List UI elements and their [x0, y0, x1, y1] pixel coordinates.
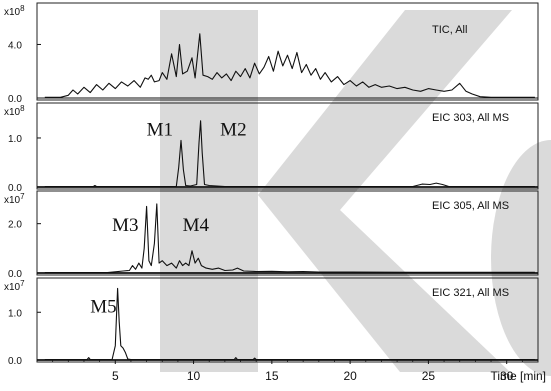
x-axis-label: Time [min] [490, 369, 546, 383]
y-tick-label: 1.0 [8, 134, 22, 145]
y-tick-label: 0.0 [8, 269, 22, 280]
y-tick-label: 4.0 [8, 40, 22, 51]
peak-annotation: M4 [183, 215, 210, 236]
peak-annotation: M2 [220, 120, 246, 141]
y-tick-label: 1.0 [8, 308, 22, 319]
y-tick-label: 0.0 [8, 183, 22, 194]
x-tick-label: 15 [265, 369, 279, 383]
scale-exponent: 7 [20, 279, 25, 288]
scale-base: x10 [4, 195, 21, 206]
panel-label: EIC 321, All MS [432, 287, 509, 299]
x-tick-label: 25 [422, 369, 436, 383]
y-tick-label: 2.0 [8, 220, 22, 231]
peak-annotation: M5 [90, 296, 116, 317]
trace-line [44, 203, 535, 274]
panel-1: x108 0.0 4.0 TIC, All [4, 2, 539, 105]
panel-frame [36, 190, 539, 276]
panel-frame [36, 2, 539, 101]
peak-annotation: M1 [147, 120, 173, 141]
panel-label: EIC 305, All MS [432, 200, 509, 212]
trace-line [44, 287, 535, 361]
x-tick-label: 30 [500, 369, 514, 383]
x-tick-label: 5 [112, 369, 119, 383]
panel-label: EIC 303, All MS [432, 112, 509, 124]
scale-exponent: 8 [20, 4, 25, 13]
trace-line [44, 33, 535, 98]
scale-label: x107 [4, 279, 25, 293]
y-tick-label: 0.0 [8, 94, 22, 105]
x-tick-label: 20 [343, 369, 357, 383]
y-tick-label: 0.0 [8, 356, 22, 367]
scale-base: x10 [4, 282, 21, 293]
scale-label: x108 [4, 104, 25, 118]
x-tick-label: 10 [187, 369, 201, 383]
scale-label: x107 [4, 192, 25, 206]
scale-label: x108 [4, 4, 25, 18]
scale-exponent: 8 [20, 104, 25, 113]
panel-label: TIC, All [432, 24, 467, 36]
scale-base: x10 [4, 7, 21, 18]
trace-line [44, 120, 535, 188]
watermark-logo [160, 10, 551, 376]
peak-annotation: M3 [112, 215, 138, 236]
panel-frame [36, 102, 539, 190]
scale-base: x10 [4, 107, 21, 118]
panel-3: x107 0.0 2.0 EIC 305, All MS M3 M4 [4, 190, 539, 280]
scale-exponent: 7 [20, 192, 25, 201]
panel-2: x108 0.0 1.0 EIC 303, All MS M1 M2 [4, 102, 539, 194]
